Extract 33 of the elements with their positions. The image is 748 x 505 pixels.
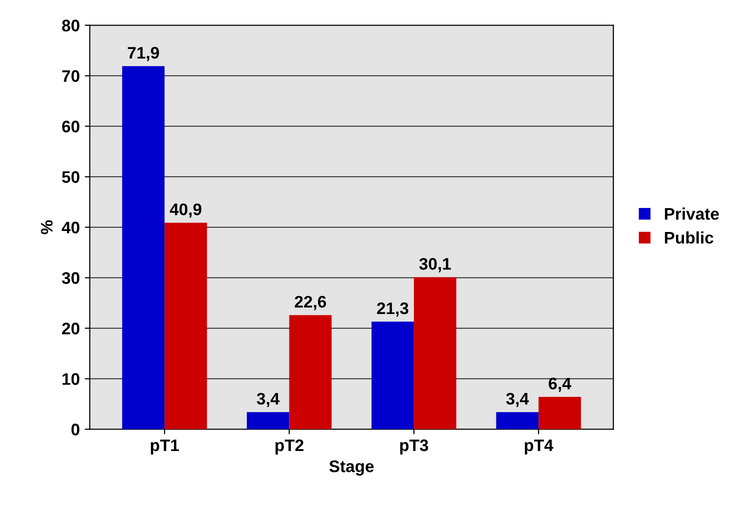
- y-axis-title: %: [40, 220, 53, 234]
- bar: [122, 66, 165, 430]
- legend-label: Public: [664, 231, 714, 244]
- bar: [164, 222, 207, 430]
- x-tick-label: pT3: [400, 439, 428, 455]
- y-tick-label: 60: [62, 120, 80, 132]
- data-label: 22,6: [294, 296, 326, 310]
- y-tick-label: 20: [62, 322, 80, 334]
- y-tick-label: 30: [62, 272, 80, 284]
- y-tick-label: 50: [62, 171, 80, 183]
- data-label: 6,4: [548, 378, 572, 392]
- data-label: 30,1: [419, 258, 451, 272]
- y-tick-label: 40: [62, 222, 80, 234]
- x-tick-label: pT1: [150, 440, 179, 455]
- bar: [496, 412, 539, 430]
- y-tick-label: 70: [62, 70, 80, 82]
- data-label: 3,4: [506, 392, 529, 408]
- y-tick-label: 80: [62, 20, 80, 32]
- data-label: 71,9: [128, 46, 159, 62]
- data-label: 40,9: [170, 203, 202, 218]
- x-tick-label: pT2: [276, 439, 304, 455]
- bar: [538, 396, 581, 430]
- x-axis-title: Stage: [329, 460, 374, 476]
- y-tick-label: 0: [71, 424, 80, 436]
- y-tick-label: 10: [62, 373, 80, 385]
- data-label: 21,3: [377, 302, 408, 317]
- data-label: 3,4: [256, 392, 280, 408]
- bar: [414, 277, 456, 430]
- bar: [372, 322, 414, 430]
- legend-label: Private: [664, 208, 719, 220]
- bar: [289, 315, 332, 430]
- x-tick-label: pT4: [524, 440, 554, 455]
- bar: [246, 412, 290, 430]
